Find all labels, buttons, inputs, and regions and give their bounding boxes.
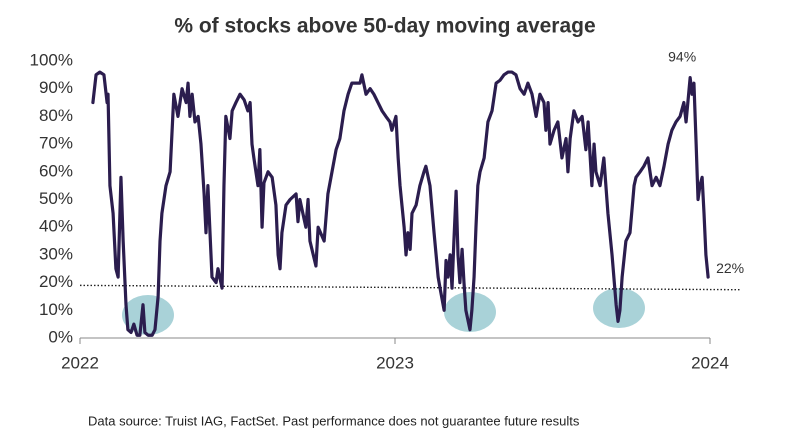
y-tick-label: 70%: [39, 134, 73, 153]
y-tick-label: 40%: [39, 217, 73, 236]
x-tick-label: 2023: [376, 353, 414, 372]
y-tick-label: 30%: [39, 244, 73, 263]
highlight-circle: [444, 292, 496, 332]
y-tick-label: 60%: [39, 161, 73, 180]
annotation: 94%: [668, 48, 696, 64]
highlights: [122, 288, 645, 335]
chart-title: % of stocks above 50-day moving average: [174, 15, 595, 38]
x-tick-label: 2022: [61, 353, 99, 372]
y-tick-label: 100%: [30, 50, 73, 69]
highlight-circle: [122, 295, 174, 335]
x-tick-label: 2024: [691, 353, 729, 372]
y-tick-label: 50%: [39, 189, 73, 208]
source-note: Data source: Truist IAG, FactSet. Past p…: [88, 413, 580, 428]
y-tick-label: 10%: [39, 300, 73, 319]
data-line: [91, 70, 710, 337]
y-tick-label: 20%: [39, 272, 73, 291]
annotation: 22%: [716, 260, 744, 276]
y-tick-label: 80%: [39, 106, 73, 125]
y-tick-label: 90%: [39, 78, 73, 97]
y-tick-label: 0%: [48, 327, 73, 346]
reference-line: [79, 284, 741, 291]
